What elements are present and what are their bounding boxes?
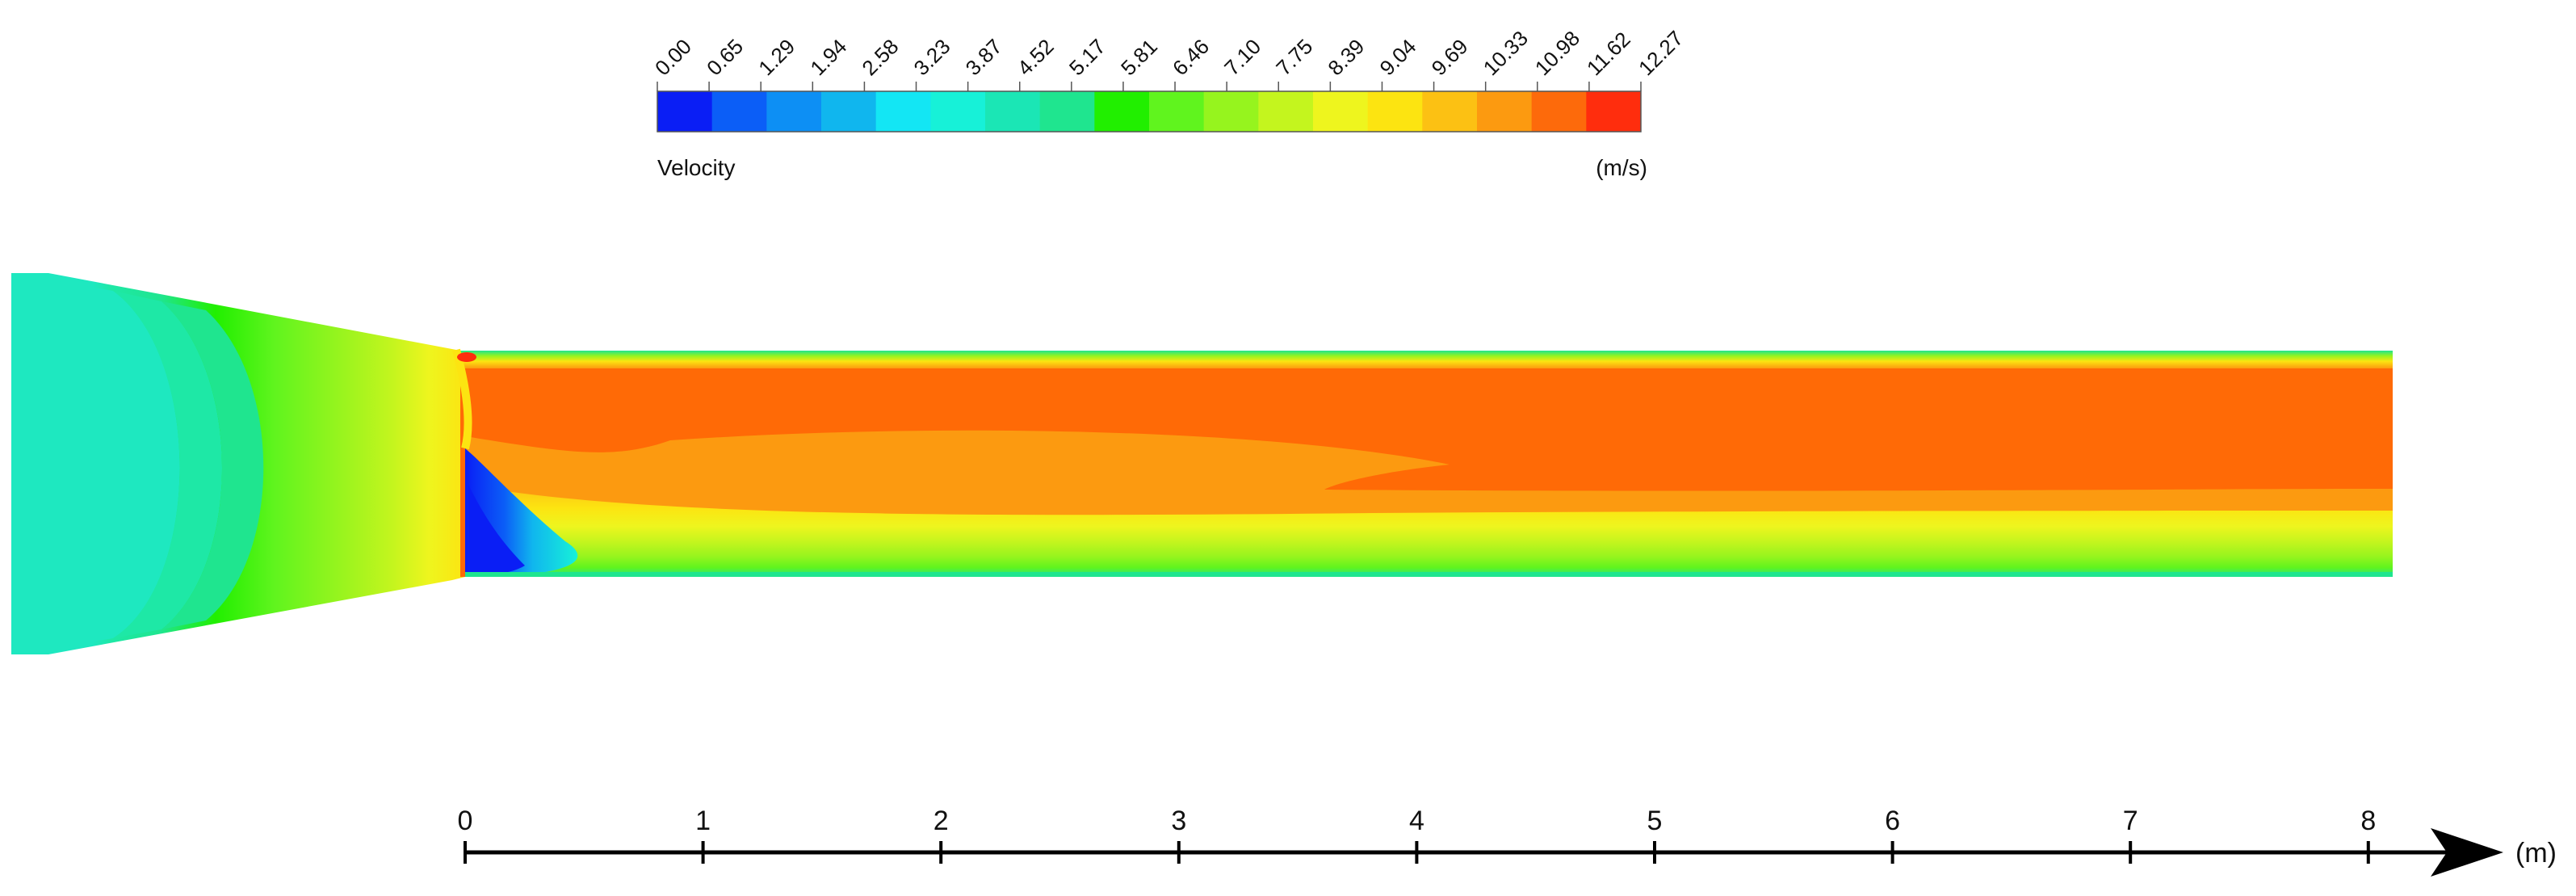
inlet-band-3	[162, 301, 264, 629]
colorbar-swatch	[657, 91, 713, 132]
colorbar-tick-label: 9.69	[1427, 34, 1473, 80]
recirculation-core	[468, 485, 525, 575]
colorbar-swatch	[1258, 91, 1314, 132]
colorbar-unit: (m/s)	[1596, 155, 1647, 180]
colorbar-tick-label: 1.29	[753, 34, 799, 80]
colorbar-swatch	[1367, 91, 1423, 132]
colorbar-tick-label: 5.17	[1064, 34, 1110, 80]
channel-bottom-boundary	[465, 572, 2393, 577]
colorbar-frame	[657, 90, 1642, 133]
channel-top-boundary	[460, 351, 2393, 368]
colorbar-tick-label: 9.04	[1375, 34, 1421, 80]
step-lip	[452, 348, 472, 450]
colorbar: 0.00 0.65 1.29 1.94 2.58 3.23 3.87 4.52 5.17 5.81…	[650, 26, 1688, 180]
colorbar-swatch	[1477, 91, 1533, 132]
axis-tick-label: 8	[2360, 806, 2376, 836]
colorbar-swatch	[875, 91, 931, 132]
colorbar-tick-label: 0.65	[702, 34, 748, 80]
axis-tick-label: 5	[1647, 806, 1663, 836]
axis-tick-label: 2	[933, 806, 949, 836]
colorbar-tick-label: 1.94	[805, 34, 851, 80]
colorbar-ticks: 0.00 0.65 1.29 1.94 2.58 3.23 3.87 4.52 5.17 5.81…	[650, 26, 1688, 91]
colorbar-tick-label: 7.10	[1219, 34, 1265, 80]
axis-arrowhead	[2431, 828, 2503, 877]
colorbar-title: Velocity	[657, 155, 736, 180]
colorbar-tick-label: 10.33	[1479, 26, 1533, 80]
inlet-core-band	[11, 273, 180, 654]
distance-axis: 0 1 2 3 4 5 6 7 8 (m)	[458, 806, 2557, 877]
colorbar-swatch	[1203, 91, 1259, 132]
axis-tick-label: 6	[1885, 806, 1900, 836]
axis-unit: (m)	[2515, 838, 2557, 869]
axis-ticks: 0 1 2 3 4 5 6 7 8	[458, 806, 2376, 864]
colorbar-swatch	[1586, 91, 1642, 132]
axis-tick-label: 3	[1171, 806, 1186, 836]
colorbar-swatches	[657, 91, 1642, 132]
lower-shear-layer	[465, 485, 2393, 577]
colorbar-tick-label: 5.81	[1116, 34, 1162, 80]
colorbar-tick-label: 12.27	[1634, 26, 1688, 80]
colorbar-tick-label: 6.46	[1168, 34, 1214, 80]
colorbar-tick-label: 4.52	[1013, 34, 1059, 80]
colorbar-tick-label: 0.00	[650, 34, 696, 80]
colorbar-tick-label: 3.87	[961, 34, 1007, 80]
colorbar-swatch	[1531, 91, 1587, 132]
axis-tick-label: 7	[2123, 806, 2138, 836]
colorbar-swatch	[821, 91, 877, 132]
colorbar-tick-label: 3.23	[909, 34, 955, 80]
colorbar-swatch	[1422, 91, 1478, 132]
colorbar-swatch	[985, 91, 1041, 132]
colorbar-swatch	[930, 91, 986, 132]
colorbar-tick-label: 2.58	[857, 34, 903, 80]
axis-tick-label: 0	[458, 806, 473, 836]
colorbar-tick-label: 10.98	[1530, 26, 1584, 80]
axis-tick-label: 4	[1409, 806, 1424, 836]
colorbar-swatch	[1149, 91, 1205, 132]
colorbar-swatch	[1094, 91, 1150, 132]
colorbar-swatch	[1039, 91, 1095, 132]
flow-domain	[11, 273, 2393, 654]
colorbar-tick-label: 7.75	[1271, 34, 1317, 80]
colorbar-swatch	[766, 91, 822, 132]
colorbar-tick-label: 11.62	[1582, 27, 1635, 80]
inlet-band-2	[113, 291, 222, 638]
colorbar-swatch	[1313, 91, 1369, 132]
colorbar-tick-label: 8.39	[1323, 34, 1369, 80]
stagnation-point	[457, 352, 476, 362]
axis-tick-label: 1	[695, 806, 711, 836]
colorbar-swatch	[711, 91, 767, 132]
